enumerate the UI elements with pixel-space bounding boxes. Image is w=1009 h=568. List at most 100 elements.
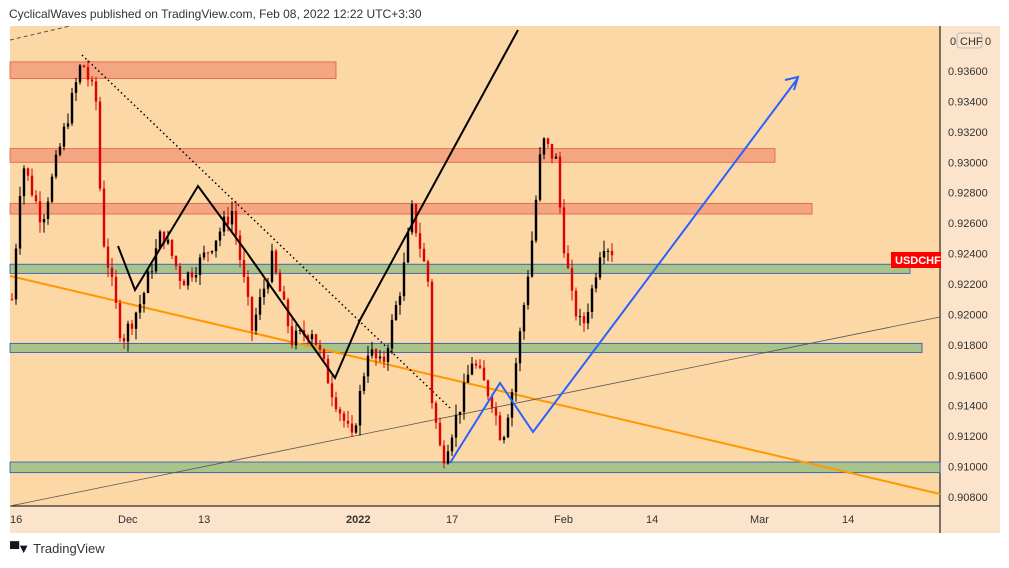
candle-body — [202, 252, 206, 258]
candle-body — [398, 296, 402, 305]
candle — [182, 279, 186, 286]
candle-body — [602, 251, 606, 258]
candle-body — [378, 356, 382, 359]
candle — [586, 303, 590, 330]
candle — [78, 64, 82, 85]
candle-body — [18, 196, 22, 249]
candle — [610, 243, 614, 263]
candle-body — [594, 277, 598, 289]
currency-button-frame — [956, 32, 983, 49]
candle — [274, 248, 278, 275]
candle-body — [290, 326, 294, 346]
candle-body — [30, 175, 34, 196]
y-tick-label: 0.93400 — [948, 96, 988, 108]
candle-body — [58, 146, 62, 155]
candle — [110, 257, 114, 287]
candle-body — [150, 271, 154, 273]
candle-body — [318, 344, 322, 350]
candle-body — [142, 292, 146, 305]
candle — [70, 87, 74, 126]
candle-body — [270, 250, 274, 282]
candle — [550, 143, 554, 164]
candle — [94, 76, 98, 111]
candle-body — [610, 250, 614, 256]
candle-body — [374, 349, 378, 359]
candle — [426, 259, 430, 287]
time-axis-background — [10, 506, 940, 533]
x-tick-label: 2022 — [346, 514, 370, 526]
candle — [606, 248, 610, 262]
candle-body — [346, 420, 350, 424]
price-chart[interactable]: 0.93600 0.93400 0.93200 0.93000 0.92800 0.926… — [0, 0, 1009, 540]
candle-body — [538, 154, 542, 200]
y-tick-label: 0.91600 — [948, 370, 988, 382]
candle — [574, 287, 578, 321]
candle — [570, 259, 574, 301]
candle-body — [462, 382, 466, 412]
candle-body — [534, 199, 538, 241]
candle — [38, 191, 42, 233]
candle — [122, 333, 126, 349]
candle — [462, 373, 466, 420]
zone-5 — [9, 461, 941, 474]
candle — [10, 293, 14, 301]
candle-body — [98, 101, 102, 189]
candle-body — [210, 251, 214, 253]
candle — [510, 388, 514, 427]
candle — [22, 165, 26, 205]
candle — [578, 308, 582, 326]
publish-header: CyclicalWaves published on TradingView.c… — [9, 7, 422, 21]
candle-body — [322, 349, 326, 359]
y-tick-label: 0.90800 — [948, 492, 988, 504]
candle-body — [394, 304, 398, 320]
candle — [98, 96, 102, 192]
candle — [62, 122, 66, 151]
candle — [158, 229, 162, 249]
candle-body — [350, 423, 354, 433]
candle-body — [78, 65, 82, 83]
candle — [190, 267, 194, 282]
y-tick-label: 0.92400 — [948, 249, 988, 261]
candle — [362, 372, 366, 395]
candle — [506, 414, 510, 439]
candle-body — [342, 413, 346, 421]
candle — [178, 262, 182, 290]
candle — [534, 195, 538, 244]
candle — [430, 279, 434, 409]
y-tick-label: 0.91000 — [948, 462, 988, 474]
candle-body — [426, 261, 430, 282]
candle-body — [306, 335, 310, 340]
candle-body — [122, 338, 126, 342]
currency-button[interactable]: CHF — [960, 36, 983, 48]
candle-body — [182, 280, 186, 286]
candle — [358, 384, 362, 436]
candle — [26, 167, 30, 182]
candle — [130, 319, 134, 336]
candle-body — [362, 376, 366, 391]
candle-body — [266, 281, 270, 289]
candle — [366, 345, 370, 383]
candle — [90, 76, 94, 87]
candle-body — [234, 210, 238, 236]
arrow-head-icon — [784, 75, 800, 91]
candle — [398, 292, 402, 315]
candle-body — [294, 330, 298, 346]
candle — [54, 150, 58, 180]
candle-body — [566, 253, 570, 269]
candle-body — [562, 207, 566, 254]
candle — [34, 190, 38, 204]
candle — [394, 300, 398, 321]
candle-body — [186, 272, 190, 286]
candle-body — [358, 390, 362, 426]
x-tick-label: 14 — [842, 514, 854, 526]
candle-body — [62, 126, 66, 147]
brand-name: TradingView — [33, 541, 105, 556]
currency-corner-left: 0 — [950, 36, 956, 48]
tradingview-footer[interactable]: ▀▼ TradingView — [10, 541, 105, 556]
x-tick-label: 16 — [10, 514, 22, 526]
y-tick-label: 0.91400 — [948, 401, 988, 413]
candle-body — [162, 231, 166, 244]
candle-body — [154, 248, 158, 272]
candle — [290, 318, 294, 349]
candle-body — [386, 348, 390, 363]
